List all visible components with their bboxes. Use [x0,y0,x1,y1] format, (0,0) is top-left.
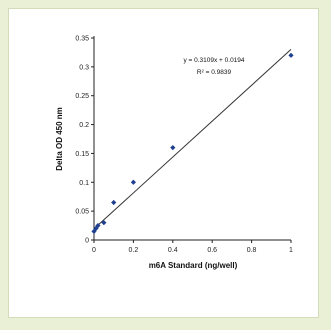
data-point [288,52,294,58]
x-axis-title: m6A Standard (ng/well) [149,261,238,270]
x-tick-label: 0.8 [247,247,257,254]
data-point [111,199,117,206]
y-tick-label: 0.15 [75,151,89,158]
x-tick-label: 1 [289,247,293,254]
trendline [93,49,292,230]
y-tick-label: 0.2 [79,122,89,129]
x-tick-label: 0.2 [129,247,139,254]
x-tick-label: 0.6 [207,247,217,254]
data-point [130,179,136,185]
y-axis-title: Delta OD 450 nm [55,107,64,171]
y-tick-label: 0 [85,238,89,245]
chart-marks [91,49,294,234]
chart-ticks: 0 0.2 0.4 0.6 0.8 1 0 0.05 0.1 0.15 0.2 0.25 0.3 0.35 [75,36,293,255]
r-squared-label: R² = 0.9839 [197,69,232,76]
y-tick-label: 0.35 [75,36,89,43]
chart-panel [8,8,319,318]
x-tick-label: 0 [92,247,96,254]
equation-label: y = 0.3109x + 0.0194 [183,57,244,64]
x-tick-label: 0.4 [168,247,178,254]
y-tick-label: 0.05 [75,209,89,216]
data-point [170,145,176,151]
y-tick-label: 0.1 [79,180,89,187]
y-tick-label: 0.3 [79,64,89,71]
y-tick-label: 0.25 [75,93,89,100]
data-point [101,220,107,226]
chart-axes [93,36,291,241]
data-point [95,222,101,229]
